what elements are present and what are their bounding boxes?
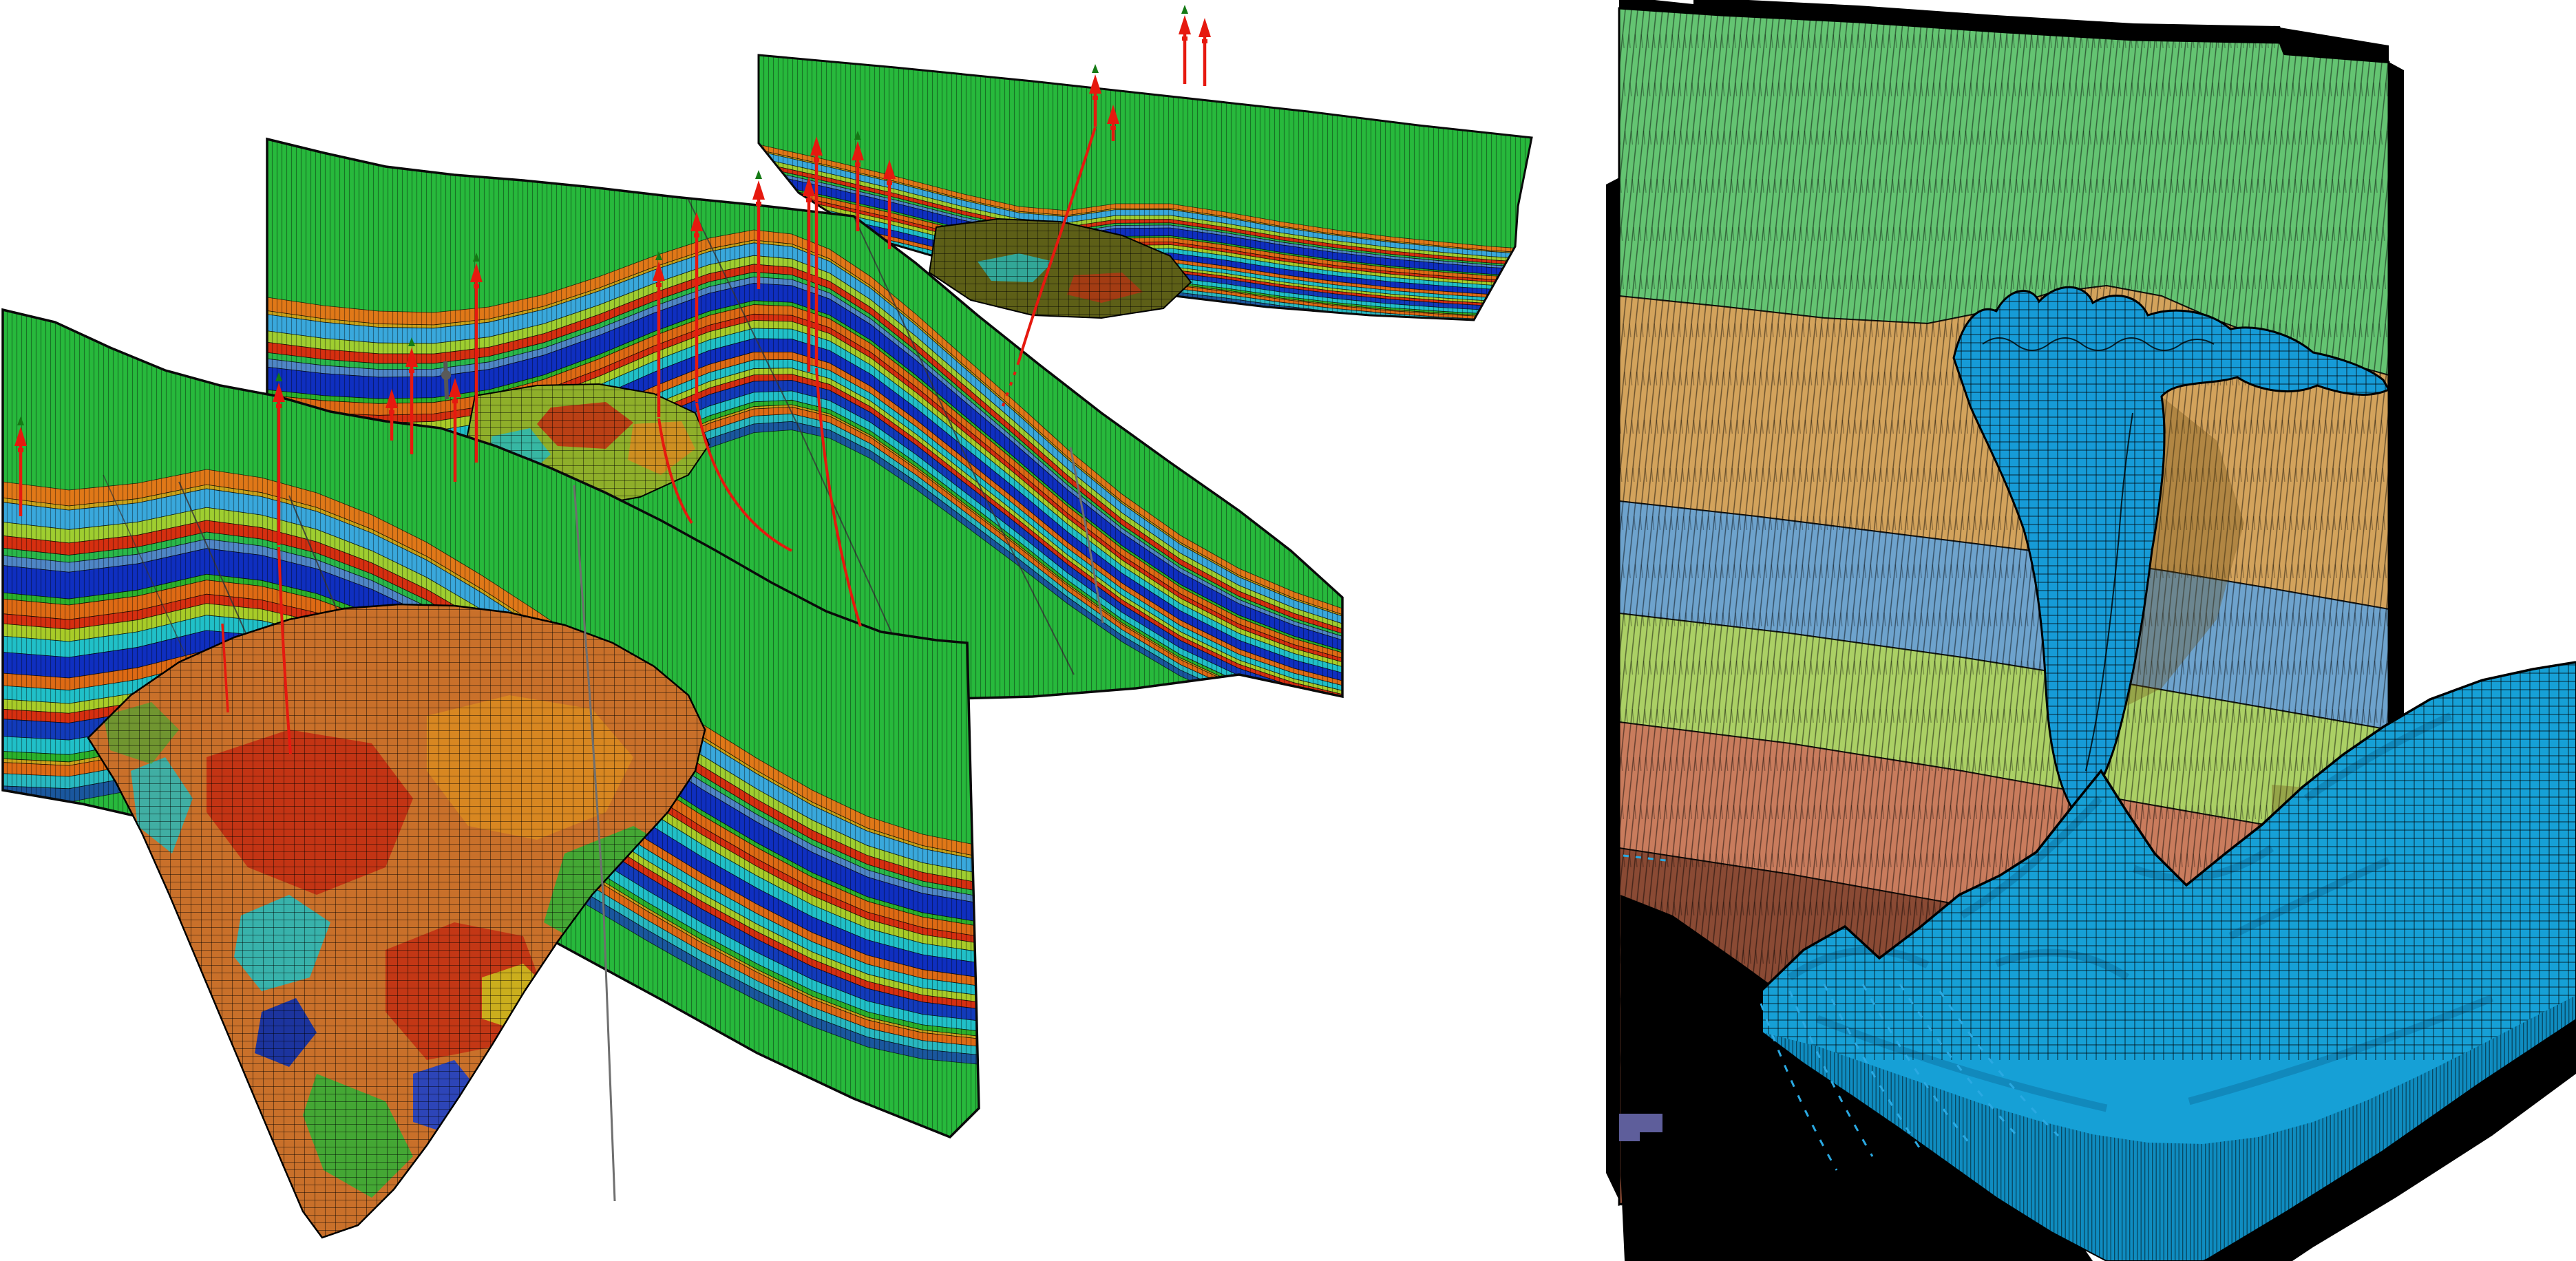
axis-marker bbox=[1619, 1114, 1662, 1141]
well-marker[interactable] bbox=[449, 378, 461, 482]
well-markers[interactable] bbox=[14, 5, 1211, 545]
well-marker[interactable] bbox=[653, 251, 665, 417]
well-marker[interactable] bbox=[386, 389, 398, 441]
right-model-layer-channel[interactable] bbox=[1606, 0, 2576, 1261]
well-marker[interactable] bbox=[405, 337, 418, 454]
well-marker[interactable] bbox=[883, 160, 896, 249]
property-drape-surface[interactable] bbox=[87, 603, 706, 1239]
well-marker[interactable] bbox=[14, 416, 27, 516]
contour-dashes bbox=[1623, 854, 2060, 1171]
well-trajectory[interactable] bbox=[221, 127, 1097, 754]
well-marker[interactable] bbox=[752, 170, 765, 289]
well-marker[interactable] bbox=[803, 177, 815, 372]
panel-edge-shadow bbox=[1619, 0, 2404, 763]
buried-surface-mesh[interactable] bbox=[928, 218, 1192, 319]
layered-panel[interactable] bbox=[1618, 7, 2390, 1206]
well-path-gray[interactable] bbox=[441, 361, 1104, 1202]
well-marker[interactable] bbox=[1199, 18, 1211, 86]
well-marker[interactable] bbox=[810, 136, 823, 366]
well-marker[interactable] bbox=[1179, 5, 1191, 84]
well-marker[interactable] bbox=[470, 253, 483, 463]
well-marker[interactable] bbox=[273, 372, 285, 545]
well-marker[interactable] bbox=[1107, 105, 1119, 141]
well-marker[interactable] bbox=[1089, 64, 1101, 127]
well-marker[interactable] bbox=[852, 131, 864, 231]
well-marker[interactable] bbox=[690, 212, 703, 402]
left-model-fence-sections[interactable] bbox=[1, 5, 1533, 1239]
